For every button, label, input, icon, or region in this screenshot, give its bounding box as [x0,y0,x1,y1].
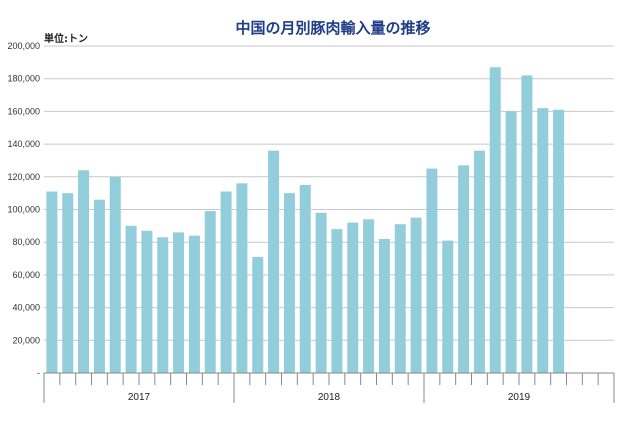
bar [283,193,295,373]
y-tick-label: - [37,368,40,378]
bar [157,237,169,373]
bar [458,165,470,373]
bar [220,191,232,373]
gridlines [44,45,614,374]
bar [473,150,485,373]
bar [188,235,200,373]
bar [521,75,533,374]
bar [553,109,565,373]
bar [46,191,58,373]
year-label: 2019 [508,392,531,403]
bar [125,225,137,373]
year-label: 2017 [128,392,151,403]
y-axis-ticks: - 20,000 40,000 60,000 80,000 100,000 120,000 1… [7,41,40,378]
unit-label: 単位:トン [44,32,88,45]
chart-title: 中国の月別豚肉輸入量の推移 [235,19,430,37]
y-tick-label: 180,000 [7,74,40,84]
bar [394,224,406,373]
bar [268,150,280,373]
x-axis: 2017 2018 2019 [43,372,615,403]
bar [204,211,216,373]
y-tick-label: 120,000 [7,172,40,182]
bar [93,199,105,373]
bars [46,67,565,374]
y-tick-label: 40,000 [12,303,40,313]
bar [236,183,248,373]
bar [426,168,438,373]
bar [410,217,422,373]
bar [315,212,327,373]
bar [331,229,343,373]
bar [109,176,121,373]
y-tick-label: 60,000 [12,270,40,280]
bar [62,193,74,373]
bar [347,222,359,373]
y-tick-label: 100,000 [7,205,40,215]
bar [489,67,501,373]
bar [505,111,517,374]
y-tick-label: 80,000 [12,237,40,247]
bar [537,108,549,373]
bar [173,232,185,373]
y-tick-label: 20,000 [12,335,40,345]
year-label: 2018 [318,392,341,403]
bar [442,240,454,373]
y-tick-label: 200,000 [7,41,40,51]
bar [363,219,375,373]
bar [141,230,153,373]
y-tick-label: 140,000 [7,139,40,149]
bar [78,170,90,373]
bar [378,238,390,373]
bar [252,256,264,373]
y-tick-label: 160,000 [7,106,40,116]
bar [299,184,311,373]
